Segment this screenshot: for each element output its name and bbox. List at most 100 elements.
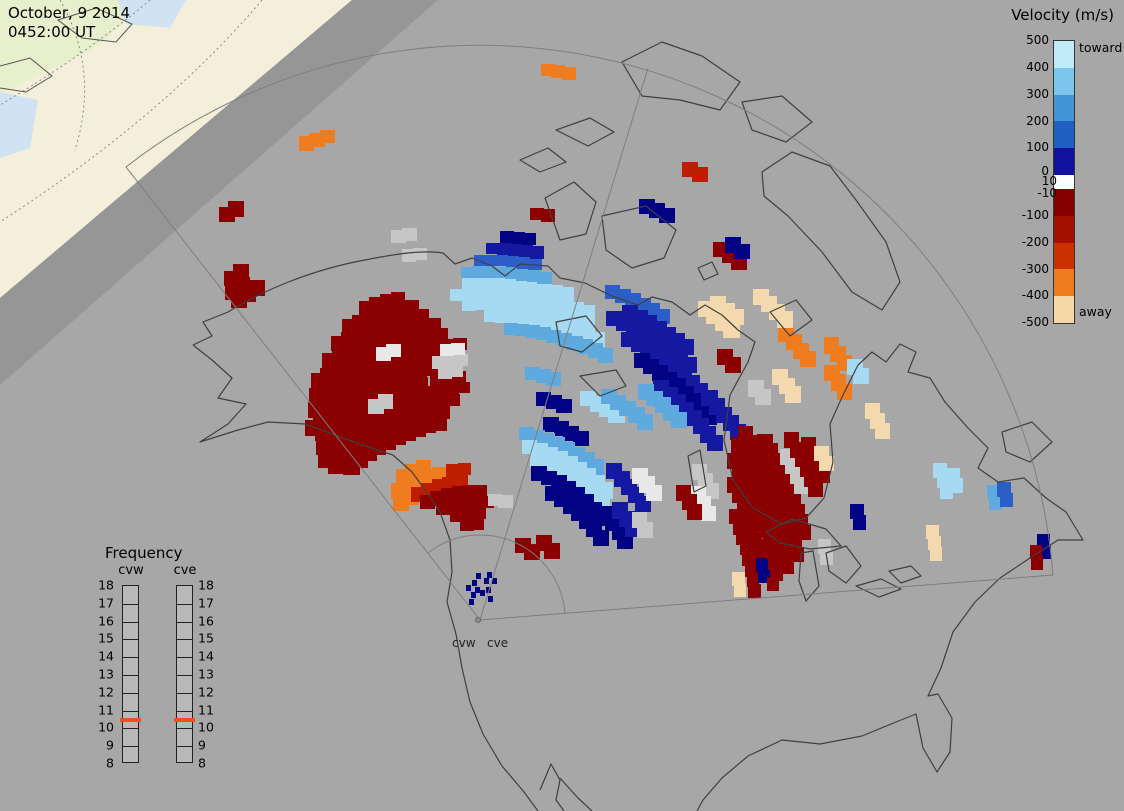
velocity-cell: [474, 587, 480, 594]
toward-label: toward: [1079, 40, 1123, 55]
velocity-cell: [1031, 555, 1044, 570]
velocity-cell: [558, 287, 574, 301]
velocity-cell: [487, 572, 493, 578]
colorbar-tick-label: 300: [1026, 87, 1049, 101]
velocity-cell: [228, 201, 245, 217]
velocity-cell: [727, 309, 744, 326]
velocity-cell: [540, 209, 556, 222]
frequency-tick-line: [123, 746, 138, 747]
frequency-tick-line: [177, 657, 192, 658]
velocity-cell: [404, 299, 420, 313]
velocity-cell: [999, 492, 1014, 508]
frequency-legend-title: Frequency: [105, 544, 183, 562]
colorbar-tick-label: -400: [1021, 288, 1049, 302]
velocity-cell: [521, 232, 536, 246]
velocity-cell: [659, 207, 676, 223]
frequency-tick-label: 16: [198, 613, 214, 629]
velocity-cell: [800, 351, 816, 368]
frequency-tick-line: [177, 604, 192, 605]
velocity-cell: [474, 485, 488, 497]
frequency-tick-label: 12: [198, 684, 214, 700]
frequency-tick-label: 14: [98, 648, 114, 664]
velocity-cell: [319, 129, 335, 144]
velocity-cell: [498, 495, 513, 509]
velocity-cell: [733, 243, 750, 260]
velocity-cell: [386, 343, 402, 358]
frequency-tick-line: [123, 657, 138, 658]
frequency-tick-label: 17: [198, 595, 214, 611]
frequency-tick-label: 10: [198, 719, 214, 735]
timestamp: October, 9 2014 0452:00 UT: [8, 4, 130, 42]
frequency-tick-label: 17: [98, 595, 114, 611]
frequency-tick-label: 18: [198, 577, 214, 593]
velocity-cell: [232, 264, 249, 281]
velocity-colorbar: [1053, 40, 1075, 324]
colorbar-segment: [1054, 41, 1074, 68]
velocity-cell: [597, 347, 614, 363]
frequency-bar-cvw: [120, 585, 141, 763]
frequency-marker: [120, 718, 141, 722]
velocity-cell: [853, 368, 869, 385]
frequency-tick-line: [123, 728, 138, 729]
frequency-tick-line: [177, 693, 192, 694]
frequency-cve-header: cve: [173, 563, 197, 578]
colorbar-segment: [1054, 242, 1074, 270]
frequency-tick-label: 11: [98, 702, 114, 718]
velocity-cell: [636, 413, 654, 430]
colorbar-tick-label: 500: [1026, 33, 1049, 47]
frequency-tick-line: [123, 604, 138, 605]
frequency-tick-label: 12: [98, 684, 114, 700]
time-text: 0452:00 UT: [8, 23, 96, 41]
velocity-cell: [724, 357, 741, 374]
frequency-tick-label: 11: [198, 702, 214, 718]
colorbar-tick-label: 200: [1026, 114, 1049, 128]
velocity-cell: [852, 515, 867, 530]
velocity-cell: [754, 389, 771, 406]
velocity-cell: [471, 580, 477, 587]
velocity-cell: [785, 386, 802, 403]
velocity-cell: [686, 504, 702, 520]
frequency-tick-label: 15: [98, 630, 114, 646]
frequency-tick-label: 9: [198, 737, 206, 753]
colorbar-segment: [1054, 121, 1074, 149]
colorbar-tick-label: -200: [1021, 235, 1049, 249]
velocity-cell: [475, 573, 481, 580]
velocity-cell: [377, 394, 394, 409]
velocity-cell: [456, 381, 471, 394]
velocity-cell: [790, 547, 804, 562]
frequency-tick-label: 16: [98, 613, 114, 629]
colorbar-segment: [1054, 296, 1074, 323]
frequency-marker: [174, 718, 195, 722]
velocity-cell: [470, 518, 485, 530]
colorbar-tick-label: -300: [1021, 262, 1049, 276]
velocity-cell: [527, 257, 542, 271]
velocity-cell: [579, 305, 595, 320]
frequency-tick-label: 8: [106, 755, 114, 771]
velocity-cell: [692, 166, 708, 182]
velocity-cell: [781, 559, 794, 575]
frequency-bar-cve: [174, 585, 195, 763]
colorbar-segment: [1054, 148, 1074, 175]
frequency-tick-line: [123, 693, 138, 694]
velocity-cell: [480, 590, 486, 597]
frequency-tick-label: 9: [106, 737, 114, 753]
frequency-tick-line: [177, 711, 192, 712]
colorbar-tick-label: -100: [1021, 208, 1049, 222]
velocity-cell: [573, 430, 590, 446]
frequency-tick-line: [177, 746, 192, 747]
velocity-cell: [706, 434, 723, 452]
velocity-cell: [766, 577, 779, 592]
away-label: away: [1079, 304, 1112, 319]
velocity-cell: [402, 228, 417, 241]
frequency-tick-label: 8: [198, 755, 206, 771]
date-text: October, 9 2014: [8, 4, 131, 22]
velocity-cell: [562, 66, 577, 80]
velocity-cell: [412, 247, 428, 261]
velocity-cell: [949, 478, 964, 494]
velocity-cell: [645, 485, 662, 502]
frequency-tick-line: [123, 675, 138, 676]
velocity-cell: [671, 412, 688, 429]
colorbar-segment: [1054, 94, 1074, 122]
velocity-cell: [450, 342, 465, 355]
colorbar-tick-label: -10: [1037, 186, 1057, 200]
